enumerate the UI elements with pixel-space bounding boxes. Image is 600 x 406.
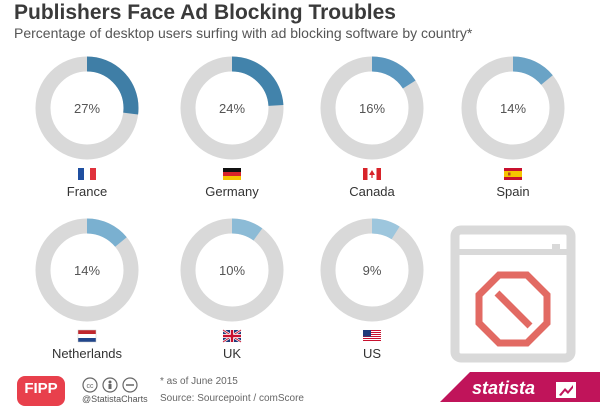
country-label: Germany — [205, 184, 259, 199]
chart-title: Publishers Face Ad Blocking Troubles — [14, 1, 396, 24]
uk-flag — [222, 328, 242, 344]
svg-text:cc: cc — [87, 383, 95, 390]
donut-value-arc — [320, 56, 424, 160]
value-label: 14% — [500, 101, 526, 116]
source-note: Source: Sourcepoint / comScore — [160, 393, 304, 404]
germany-flag — [223, 168, 241, 180]
netherlands-flag — [77, 329, 97, 343]
donut-netherlands: 14% Netherlands — [35, 218, 139, 361]
statista-mark-icon — [556, 382, 576, 398]
country-label: Spain — [496, 184, 529, 199]
country-label: UK — [223, 346, 241, 361]
value-label: 9% — [363, 263, 382, 278]
spain-flag — [504, 168, 522, 180]
donut-value-arc — [35, 56, 139, 160]
fipp-logo: FIPP — [17, 376, 65, 406]
donut-value-arc — [461, 56, 565, 160]
value-label: 16% — [359, 101, 385, 116]
creative-commons-icon: cc — [82, 377, 138, 393]
country-label: Netherlands — [52, 346, 123, 361]
value-label: 10% — [219, 263, 245, 278]
donut-value-arc — [180, 218, 284, 322]
statista-logo: statista — [472, 378, 536, 398]
country-label: US — [363, 346, 381, 361]
donut-spain: 14% Spain — [461, 56, 565, 199]
donut-germany: 24% Germany — [180, 56, 284, 199]
donut-value-arc — [320, 218, 424, 322]
donut-value-arc — [35, 218, 139, 322]
donut-value-arc — [180, 56, 284, 160]
donut-france: 27% France — [35, 56, 139, 199]
france-flag — [78, 168, 96, 180]
donut-uk: 10% UK — [180, 218, 284, 361]
value-label: 24% — [219, 101, 245, 116]
chart-subtitle: Percentage of desktop users surfing with… — [14, 25, 473, 41]
us-flag — [363, 330, 381, 342]
donut-canada: 16% Canada — [320, 56, 424, 199]
ad-block-browser-icon — [450, 225, 576, 363]
country-label: France — [67, 184, 107, 199]
canada-flag — [363, 168, 381, 180]
value-label: 27% — [74, 101, 100, 116]
footnote: * as of June 2015 — [160, 376, 238, 387]
statista-handle: @StatistaCharts — [82, 394, 148, 404]
donut-us: 9% US — [320, 218, 424, 361]
country-label: Canada — [349, 184, 395, 199]
value-label: 14% — [74, 263, 100, 278]
